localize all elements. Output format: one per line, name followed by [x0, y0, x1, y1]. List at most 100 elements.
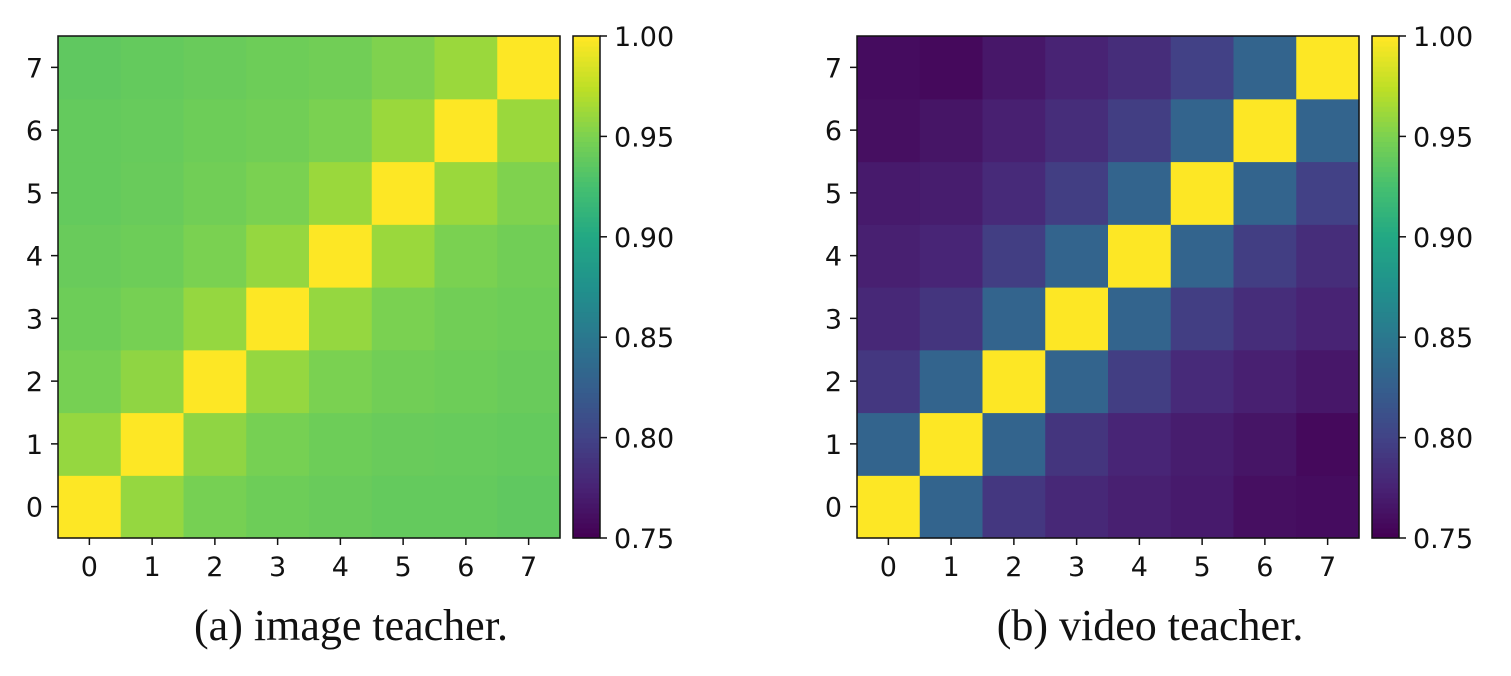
colorbar-segment — [573, 337, 600, 343]
colorbar-segment — [1372, 452, 1399, 459]
heatmap-cell-4-7 — [497, 224, 561, 288]
heatmap-cell-2-6 — [434, 349, 498, 414]
heatmap-cell-7-3 — [1045, 36, 1109, 100]
colorbar-segment — [1372, 517, 1399, 524]
colorbar-segment — [573, 271, 600, 278]
colorbar-segment — [573, 41, 600, 47]
colorbar-segment — [1372, 201, 1399, 208]
heatmap-cell-6-4 — [1108, 98, 1172, 163]
colorbar-segment — [1372, 412, 1399, 419]
colorbar-segment — [573, 196, 600, 203]
heatmap-cell-0-3 — [1045, 475, 1109, 539]
heatmap-cell-6-6 — [434, 98, 498, 163]
colorbar-segment — [573, 101, 600, 107]
heatmap-cell-3-1 — [120, 287, 185, 351]
heatmap-cell-5-2 — [183, 161, 247, 225]
heatmap-cell-2-0 — [857, 349, 921, 414]
colorbar-segment — [1372, 271, 1399, 278]
heatmap-cell-7-6 — [1233, 36, 1297, 100]
y-tick-label: 0 — [26, 493, 43, 524]
heatmap-cell-0-3 — [246, 475, 310, 539]
plot-frame — [856, 35, 1360, 539]
colorbar-segment — [573, 186, 600, 193]
heatmap-cell-4-3 — [246, 224, 310, 288]
colorbar-segment — [1372, 527, 1399, 534]
heatmap-cell-7-2 — [982, 36, 1046, 100]
colorbar-tick-label: 0.95 — [1413, 122, 1473, 153]
heatmap-cell-3-0 — [58, 287, 122, 351]
heatmap-cell-0-4 — [1108, 475, 1172, 539]
colorbar-segment — [1372, 512, 1399, 519]
heatmap-cell-3-1 — [919, 287, 984, 351]
heatmap-cell-1-3 — [1045, 412, 1109, 476]
colorbar-segment — [573, 51, 600, 57]
colorbar-segment — [1372, 392, 1399, 399]
colorbar-segment — [573, 211, 600, 218]
heatmap-cell-6-0 — [58, 98, 122, 163]
x-tick-label: 5 — [395, 552, 412, 583]
colorbar-segment — [573, 517, 600, 524]
panel-caption: (a) image teacher. — [194, 601, 508, 650]
heatmap-cell-7-5 — [1170, 36, 1235, 100]
colorbar-segment — [573, 251, 600, 258]
colorbar-segment — [573, 241, 600, 248]
colorbar-segment — [1372, 96, 1399, 102]
heatmap-cell-5-0 — [58, 161, 122, 225]
x-tick-label: 6 — [457, 552, 474, 583]
heatmap-cell-0-6 — [1233, 475, 1297, 539]
colorbar-segment — [1372, 86, 1399, 92]
colorbar-segment — [1372, 61, 1399, 67]
heatmap-cell-1-3 — [246, 412, 310, 476]
colorbar-segment — [573, 151, 600, 158]
colorbar-segment — [573, 412, 600, 419]
y-tick-label: 3 — [26, 304, 43, 335]
colorbar-segment — [573, 111, 600, 117]
colorbar-segment — [573, 81, 600, 87]
colorbar-segment — [573, 307, 600, 313]
colorbar-segment — [1372, 101, 1399, 107]
colorbar-segment — [1372, 251, 1399, 258]
colorbar-segment — [573, 332, 600, 338]
colorbar-segment — [573, 61, 600, 67]
heatmap-cell-2-5 — [1170, 349, 1235, 414]
colorbar-segment — [1372, 502, 1399, 509]
colorbar-segment — [573, 322, 600, 328]
heatmap-cell-3-6 — [434, 287, 498, 351]
colorbar-segment — [573, 317, 600, 323]
colorbar-tick-label: 0.95 — [614, 122, 674, 153]
colorbar-segment — [1372, 362, 1399, 368]
colorbar-tick-label: 0.75 — [614, 524, 674, 555]
x-tick-label: 1 — [943, 552, 960, 583]
colorbar-segment — [1372, 457, 1399, 464]
heatmap-cell-1-2 — [183, 412, 247, 476]
heatmap-cell-5-7 — [1296, 161, 1360, 225]
heatmap-cell-6-4 — [309, 98, 373, 163]
heatmap-cell-7-0 — [857, 36, 921, 100]
colorbar-segment — [1372, 161, 1399, 168]
colorbar-segment — [573, 106, 600, 112]
colorbar-segment — [1372, 287, 1399, 293]
colorbar-segment — [573, 231, 600, 238]
heatmap-cell-0-2 — [982, 475, 1046, 539]
colorbar-segment — [1372, 236, 1399, 243]
colorbar-segment — [1372, 367, 1399, 373]
x-tick-label: 4 — [332, 552, 349, 583]
heatmap-cell-5-4 — [309, 161, 373, 225]
colorbar-segment — [573, 347, 600, 353]
colorbar-segment — [1372, 337, 1399, 343]
y-tick-label: 2 — [26, 367, 43, 398]
colorbar-segment — [573, 86, 600, 92]
colorbar-segment — [573, 201, 600, 208]
colorbar-segment — [1372, 246, 1399, 253]
colorbar-segment — [1372, 347, 1399, 353]
colorbar-segment — [573, 362, 600, 368]
colorbar-segment — [1372, 176, 1399, 183]
heatmap-panel-video-teacher: 0 1 2 3 4 5 6 7 0 1 2 3 4 5 6 7 0.75 0.80 0.85 0.90 0.95 1.00… — [825, 22, 1473, 650]
y-tick-label: 6 — [26, 116, 43, 147]
colorbar-tick-label: 0.80 — [1413, 424, 1473, 455]
colorbar-segment — [1372, 91, 1399, 97]
colorbar-segment — [573, 437, 600, 444]
colorbar-segment — [573, 492, 600, 499]
heatmap-cell-5-1 — [120, 161, 185, 225]
colorbar-segment — [1372, 216, 1399, 223]
